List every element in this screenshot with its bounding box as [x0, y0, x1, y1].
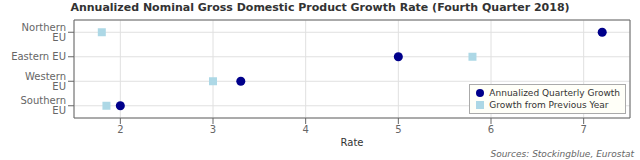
html-text:Annualized Nominal Gross Domes: Annualized Nominal Gross Domestic Produc…: [70, 1, 570, 14]
svg-text:WesternEU: WesternEU: [25, 71, 66, 92]
svg-text:7: 7: [580, 124, 586, 135]
html-text:Sources: Stockingblue, Eurosta: Sources: Stockingblue, Eurostat: [490, 149, 634, 159]
svg-text:6: 6: [488, 124, 494, 135]
svg-text:2: 2: [117, 124, 123, 135]
svg-text:NorthernEU: NorthernEU: [22, 22, 66, 43]
html-text:Growth from Previous Year: Growth from Previous Year: [489, 100, 609, 110]
svg-text:Rate: Rate: [341, 137, 364, 146]
svg-text:SouthernEU: SouthernEU: [21, 95, 67, 116]
svg-text:5: 5: [395, 124, 401, 135]
svg-text:Eastern EU: Eastern EU: [11, 51, 66, 62]
svg-text:4: 4: [302, 124, 308, 135]
html-text:Annualized Quarterly Growth: Annualized Quarterly Growth: [489, 88, 620, 98]
svg-text:3: 3: [210, 124, 216, 135]
